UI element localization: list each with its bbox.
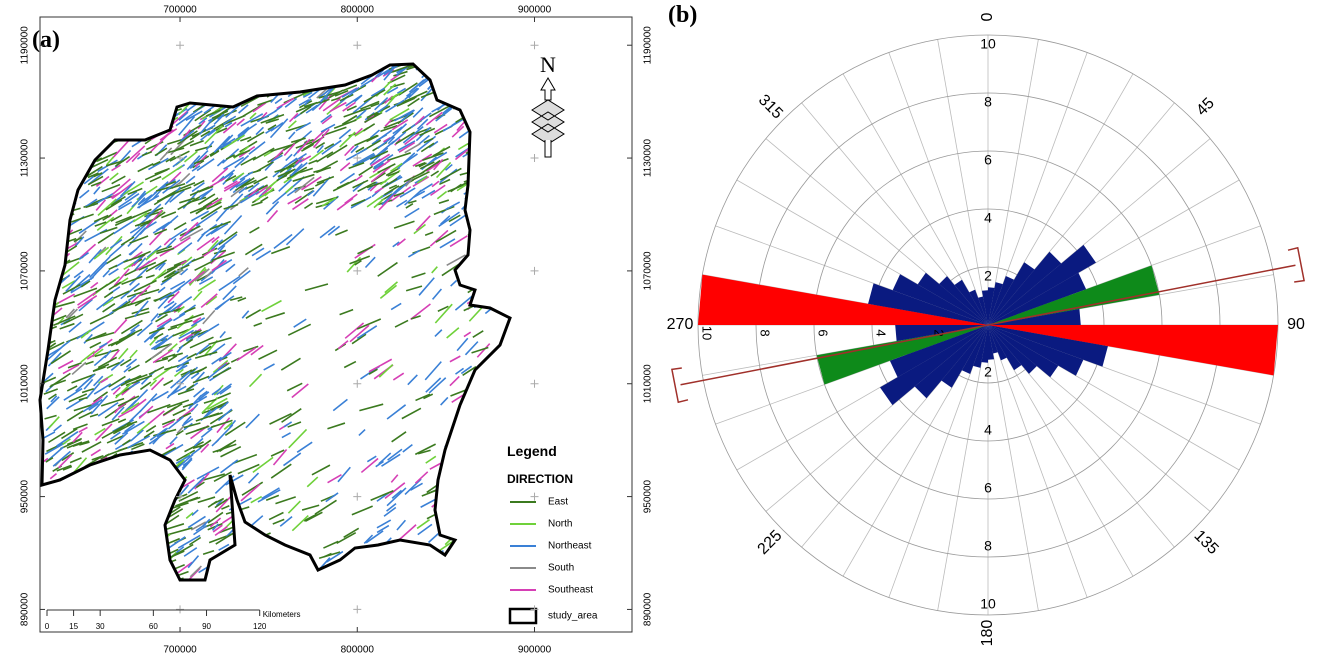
scalebar-label: 120 xyxy=(253,622,267,631)
legend-label: study_area xyxy=(548,611,598,622)
x-tick-label: 700000 xyxy=(163,5,197,16)
x-tick-label: 800000 xyxy=(341,645,375,656)
scalebar-unit: Kilometers xyxy=(263,610,301,619)
north-arrow-layers xyxy=(532,100,564,144)
r-tick-label: 2 xyxy=(984,364,992,380)
r-tick-label: 10 xyxy=(980,596,996,612)
panel-label: (a) xyxy=(32,27,60,53)
mean-bracket xyxy=(672,368,688,402)
r-tick-label: 8 xyxy=(984,94,992,110)
y-tick-label: 1190000 xyxy=(20,26,31,65)
y-tick-label: 890000 xyxy=(643,592,654,626)
x-tick-label: 900000 xyxy=(518,5,552,16)
legend-label: South xyxy=(548,563,574,574)
r-tick-label: 6 xyxy=(816,329,831,336)
r-tick-label: 4 xyxy=(984,422,992,438)
angle-tick-label: 270 xyxy=(667,316,694,333)
r-tick-label: 4 xyxy=(874,329,889,336)
figure: (a) (b) N Legend DIRECTION East North Nort… xyxy=(0,0,1325,660)
legend-label: East xyxy=(548,497,568,508)
north-label: N xyxy=(540,52,556,77)
x-tick-label: 700000 xyxy=(163,645,197,656)
r-tick-label: 8 xyxy=(984,538,992,554)
r-tick-label: 2 xyxy=(984,268,992,284)
angle-tick-label: 225 xyxy=(755,527,786,558)
scalebar-label: 60 xyxy=(149,622,158,631)
angle-tick-label: 315 xyxy=(755,92,786,123)
scalebar-label: 0 xyxy=(45,622,50,631)
angle-tick-label: 135 xyxy=(1191,527,1222,558)
angle-tick-label: 0 xyxy=(979,12,996,21)
north-arrow-tail xyxy=(545,140,551,157)
legend-label: Northeast xyxy=(548,541,592,552)
y-tick-label: 1130000 xyxy=(20,139,31,178)
legend-heading: DIRECTION xyxy=(507,472,573,486)
r-tick-label: 4 xyxy=(984,210,992,226)
r-tick-label: 6 xyxy=(984,152,992,168)
r-tick-label: 10 xyxy=(700,326,715,340)
angle-tick-label: 90 xyxy=(1287,316,1305,333)
y-tick-label: 1130000 xyxy=(643,139,654,178)
legend-title: Legend xyxy=(507,443,557,459)
legend-label: North xyxy=(548,519,572,530)
y-tick-label: 1010000 xyxy=(20,364,31,403)
x-tick-label: 900000 xyxy=(518,645,552,656)
mean-bracket xyxy=(1288,248,1304,282)
r-tick-label: 10 xyxy=(980,36,996,52)
r-tick-label: 8 xyxy=(758,329,773,336)
panel-label: (b) xyxy=(668,2,697,28)
scalebar-label: 30 xyxy=(96,622,105,631)
legend-label: Southeast xyxy=(548,585,593,596)
scalebar-label: 90 xyxy=(202,622,211,631)
scalebar-label: 15 xyxy=(69,622,78,631)
r-tick-label: 6 xyxy=(984,480,992,496)
y-tick-label: 950000 xyxy=(643,479,654,513)
angle-tick-label: 180 xyxy=(979,620,996,647)
y-tick-label: 1070000 xyxy=(20,251,31,290)
y-tick-label: 1190000 xyxy=(643,26,654,65)
y-tick-label: 890000 xyxy=(20,592,31,626)
angle-tick-label: 45 xyxy=(1193,95,1218,120)
y-tick-label: 1010000 xyxy=(643,364,654,403)
x-tick-label: 800000 xyxy=(341,5,375,16)
y-tick-label: 1070000 xyxy=(643,251,654,290)
y-tick-label: 950000 xyxy=(20,479,31,513)
